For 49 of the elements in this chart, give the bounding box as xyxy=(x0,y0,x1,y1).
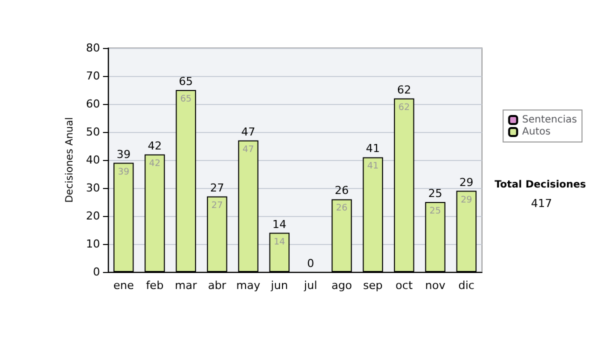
text: Total Decisiones xyxy=(494,180,586,190)
total-label: 27 xyxy=(210,181,224,194)
x-tick-label: jul xyxy=(303,279,318,292)
data-label: 41 xyxy=(367,162,379,172)
y-tick-label: 30 xyxy=(86,182,100,194)
total-label: 47 xyxy=(241,125,256,138)
data-label: 26 xyxy=(336,204,348,214)
y-axis-title: Decisiones Anual xyxy=(64,117,76,203)
x-tick-label: may xyxy=(236,279,261,292)
total-label: 39 xyxy=(116,148,131,161)
x-tick-label: nov xyxy=(425,279,446,292)
y-tick-label: 60 xyxy=(86,98,100,110)
x-tick-label: sep xyxy=(363,279,383,292)
x-tick-label: ago xyxy=(332,279,352,292)
text: 417 xyxy=(531,197,552,210)
total-label: 42 xyxy=(148,139,162,152)
data-label: 65 xyxy=(180,94,192,104)
y-tick-label: 70 xyxy=(86,70,100,82)
x-tick-label: ene xyxy=(113,279,134,292)
legend-label: Autos xyxy=(522,126,551,138)
y-tick-label: 80 xyxy=(86,42,100,54)
data-label: 42 xyxy=(149,158,160,169)
legend-label: Sentencias xyxy=(522,114,578,126)
y-tick-label: 40 xyxy=(86,154,100,166)
y-tick-label: 10 xyxy=(86,238,100,250)
y-tick-label: 20 xyxy=(86,210,100,222)
data-label: 25 xyxy=(430,206,441,216)
total-label: 29 xyxy=(459,176,474,189)
y-tick-label: 0 xyxy=(93,266,100,278)
data-label: 47 xyxy=(242,144,254,155)
total-label: 65 xyxy=(178,75,193,88)
x-tick-label: oct xyxy=(396,279,414,292)
x-tick-label: feb xyxy=(146,279,164,292)
x-tick-label: jun xyxy=(270,279,288,292)
x-tick-label: dic xyxy=(458,279,474,292)
data-label: 62 xyxy=(398,102,410,113)
total-label: 26 xyxy=(334,184,349,198)
y-tick-label: 50 xyxy=(86,126,100,138)
x-tick-label: mar xyxy=(174,279,198,292)
total-label: 25 xyxy=(428,187,442,200)
total-label: 62 xyxy=(397,83,412,96)
x-tick-label: abr xyxy=(208,279,227,292)
data-label: 39 xyxy=(118,167,130,178)
data-label: 14 xyxy=(274,237,286,248)
data-label: 29 xyxy=(460,195,472,206)
total-label: 41 xyxy=(366,142,380,156)
total-label: 0 xyxy=(307,257,314,270)
data-label: 27 xyxy=(211,200,223,211)
total-label: 14 xyxy=(272,218,286,231)
